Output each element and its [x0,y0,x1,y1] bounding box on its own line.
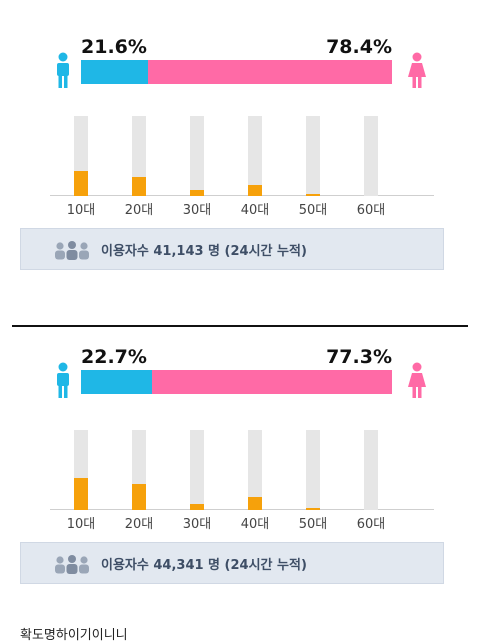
age-label: 20대 [124,203,154,218]
age-bar-track [132,430,146,510]
female-person-icon [408,362,426,398]
age-bar-track [306,430,320,510]
age-baseline [50,195,434,196]
user-count-box: 이용자수 44,341 명 (24시간 누적) [20,542,444,584]
age-bar-track [190,116,204,196]
age-column: 10대 [50,430,110,532]
age-distribution-chart: 10대 20대 30대 40대 50대 60대 [50,116,434,218]
age-bar-track [74,116,88,196]
age-bar-fill [132,176,146,196]
user-count-box: 이용자수 41,143 명 (24시간 누적) [20,228,444,270]
age-bar-track [306,116,320,196]
age-bar-fill [248,184,262,196]
age-column: 20대 [108,430,168,532]
age-bar-track [364,430,378,510]
age-bar-track [190,430,204,510]
age-column: 30대 [166,430,226,532]
user-count-text: 이용자수 44,341 명 (24시간 누적) [101,558,307,573]
age-bar-fill [248,497,262,510]
age-bar-fill [306,193,320,196]
footer-text: 확도명하이기이니니 [20,628,128,643]
age-column: 40대 [224,116,284,218]
female-percent-label: 77.3% [326,346,392,368]
age-bar-track [364,116,378,196]
age-label: 40대 [240,517,270,532]
age-column: 30대 [166,116,226,218]
female-person-icon [408,52,426,88]
age-column: 20대 [108,116,168,218]
male-percent-label: 21.6% [81,36,147,58]
male-percent-label: 22.7% [81,346,147,368]
age-label: 30대 [182,517,212,532]
gender-ratio-row: 21.6% 78.4% [52,36,428,96]
age-bar-fill [306,507,320,510]
age-bar-track [248,116,262,196]
age-distribution-chart: 10대 20대 30대 40대 50대 60대 [50,430,434,532]
age-label: 30대 [182,203,212,218]
users-group-icon [55,241,89,260]
age-baseline [50,509,434,510]
age-label: 50대 [298,517,328,532]
age-label: 60대 [356,517,386,532]
age-bar-fill [190,189,204,196]
age-label: 60대 [356,203,386,218]
male-person-icon [57,362,69,398]
gender-ratio-row: 22.7% 77.3% [52,346,428,406]
age-column: 50대 [282,430,342,532]
age-label: 40대 [240,203,270,218]
age-label: 50대 [298,203,328,218]
age-column: 40대 [224,430,284,532]
age-label: 10대 [66,517,96,532]
female-share-segment [148,60,392,84]
gender-age-stats-panel-2: 22.7% 77.3% 10대 20대 30대 40대 50대 60대 이용자수 44,3… [0,330,480,590]
age-bar-track [248,430,262,510]
section-divider [12,325,468,327]
age-bar-track [74,430,88,510]
gender-age-stats-panel-1: 21.6% 78.4% 10대 20대 30대 40대 50대 60대 이용자수 41,1… [0,0,480,290]
age-bar-fill [74,478,88,510]
age-column: 50대 [282,116,342,218]
age-column: 60대 [340,430,400,532]
female-share-segment [151,370,392,394]
gender-ratio-bar [81,370,392,394]
age-bar-fill [132,484,146,510]
user-count-text: 이용자수 41,143 명 (24시간 누적) [101,244,307,259]
age-label: 10대 [66,203,96,218]
age-bar-fill [190,504,204,510]
male-share-segment [81,60,149,84]
age-column: 10대 [50,116,110,218]
female-percent-label: 78.4% [326,36,392,58]
male-share-segment [81,370,152,394]
age-column: 60대 [340,116,400,218]
age-label: 20대 [124,517,154,532]
users-group-icon [55,555,89,574]
male-person-icon [57,52,69,88]
age-bar-track [132,116,146,196]
gender-ratio-bar [81,60,392,84]
age-bar-fill [74,171,88,196]
